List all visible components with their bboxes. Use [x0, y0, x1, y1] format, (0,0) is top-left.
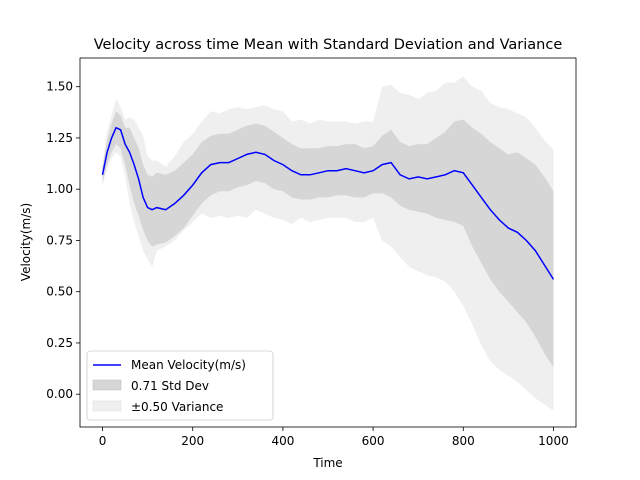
x-tick-label: 800	[452, 434, 475, 448]
x-tick-label: 1000	[538, 434, 569, 448]
y-tick-label: 1.00	[46, 182, 73, 196]
legend-swatch-std	[92, 379, 122, 391]
x-tick-label: 0	[99, 434, 107, 448]
x-axis: 0 200 400 600 800 1000	[99, 427, 569, 448]
x-axis-label: Time	[312, 456, 342, 470]
y-tick-label: 0.50	[46, 285, 73, 299]
legend: Mean Velocity(m/s) 0.71 Std Dev ±0.50 Va…	[86, 350, 274, 421]
plot-area	[101, 76, 555, 411]
x-tick-label: 200	[181, 434, 204, 448]
legend-label-variance: ±0.50 Variance	[131, 400, 223, 414]
x-tick-label: 600	[362, 434, 385, 448]
y-tick-label: 1.50	[46, 80, 73, 94]
legend-label-mean: Mean Velocity(m/s)	[131, 358, 246, 372]
chart-title: Velocity across time Mean with Standard …	[94, 37, 563, 53]
y-tick-label: 1.25	[46, 131, 73, 145]
legend-box	[86, 350, 274, 421]
legend-swatch-variance	[92, 400, 122, 412]
y-tick-label: 0.75	[46, 233, 73, 247]
mean-velocity-line	[101, 126, 555, 280]
plot-frame	[79, 57, 577, 428]
y-tick-label: 0.25	[46, 336, 73, 350]
y-axis: 0.00 0.25 0.50 0.75 1.00 1.25 1.50	[46, 80, 80, 401]
y-tick-label: 0.00	[46, 387, 73, 401]
legend-label-std: 0.71 Std Dev	[131, 379, 209, 393]
y-axis-label: Velocity(m/s)	[19, 203, 33, 281]
x-tick-label: 400	[271, 434, 294, 448]
